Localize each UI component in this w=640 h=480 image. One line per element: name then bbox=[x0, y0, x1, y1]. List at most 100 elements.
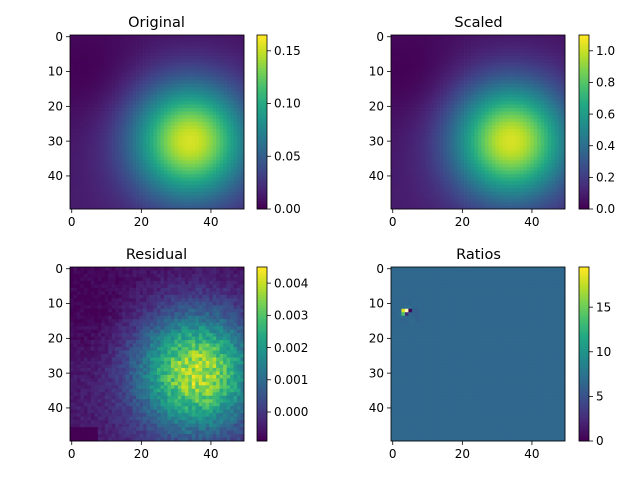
heatmap-cell bbox=[226, 80, 231, 85]
heatmap-cell bbox=[240, 48, 245, 53]
heatmap-cell bbox=[177, 149, 182, 154]
heatmap-cell bbox=[101, 202, 106, 206]
heatmap-cell bbox=[540, 118, 545, 123]
heatmap-cell bbox=[530, 149, 535, 154]
heatmap-cell bbox=[394, 149, 399, 154]
heatmap-cell bbox=[90, 191, 95, 196]
heatmap-cell bbox=[111, 146, 116, 151]
heatmap-cell bbox=[439, 62, 444, 67]
heatmap-cell bbox=[76, 128, 81, 133]
heatmap-cell bbox=[394, 174, 399, 179]
heatmap-cell bbox=[129, 87, 133, 92]
heatmap-cell bbox=[561, 135, 566, 140]
heatmap-cell bbox=[90, 76, 95, 81]
heatmap-cell bbox=[443, 181, 448, 185]
heatmap-cell bbox=[195, 139, 200, 144]
heatmap-cell bbox=[90, 177, 95, 182]
heatmap-cell bbox=[97, 195, 102, 199]
heatmap-cell bbox=[404, 125, 409, 130]
heatmap-cell bbox=[495, 163, 500, 168]
heatmap-cell bbox=[474, 146, 479, 151]
heatmap-cell bbox=[170, 142, 175, 147]
heatmap-cell bbox=[436, 66, 441, 71]
heatmap-cell bbox=[160, 174, 165, 179]
heatmap-cell bbox=[467, 108, 472, 112]
heatmap-cell bbox=[83, 108, 88, 112]
heatmap-cell bbox=[453, 191, 458, 196]
heatmap-cell bbox=[97, 132, 102, 137]
heatmap-cell bbox=[174, 45, 179, 50]
heatmap-cell bbox=[132, 202, 137, 206]
heatmap-cell bbox=[216, 41, 220, 46]
heatmap-cell bbox=[411, 111, 416, 116]
heatmap-cell bbox=[498, 125, 503, 130]
heatmap-cell bbox=[90, 41, 95, 46]
heatmap-cell bbox=[212, 125, 217, 130]
heatmap-cell bbox=[104, 167, 109, 172]
heatmap-cell bbox=[115, 48, 120, 53]
heatmap-cell bbox=[533, 160, 538, 165]
heatmap-cell bbox=[122, 62, 127, 67]
heatmap-cell bbox=[174, 163, 179, 168]
heatmap-cell bbox=[177, 76, 182, 81]
heatmap-cell bbox=[551, 45, 555, 50]
heatmap-cell bbox=[436, 195, 441, 199]
heatmap-cell bbox=[104, 181, 109, 185]
heatmap-cell bbox=[439, 87, 444, 92]
heatmap-cell bbox=[237, 104, 241, 109]
heatmap-cell bbox=[471, 62, 475, 67]
heatmap-cell bbox=[198, 41, 203, 46]
heatmap-cell bbox=[530, 118, 535, 123]
heatmap-cell bbox=[188, 104, 193, 109]
colorbar-segment bbox=[257, 59, 267, 63]
heatmap-cell bbox=[453, 41, 458, 46]
heatmap-cell bbox=[471, 38, 475, 43]
heatmap-cell bbox=[540, 156, 545, 161]
heatmap-cell bbox=[188, 90, 193, 95]
heatmap-cell bbox=[467, 48, 472, 53]
heatmap-cell bbox=[551, 35, 555, 39]
heatmap-cell bbox=[212, 146, 217, 151]
heatmap-cell bbox=[512, 115, 517, 119]
heatmap-cell bbox=[533, 125, 538, 130]
heatmap-cell bbox=[104, 66, 109, 71]
heatmap-cell bbox=[80, 111, 85, 116]
heatmap-cell bbox=[397, 97, 402, 102]
heatmap-cell bbox=[533, 167, 538, 172]
heatmap-cell bbox=[219, 195, 224, 199]
heatmap-cell bbox=[391, 108, 395, 112]
heatmap-cell bbox=[526, 139, 531, 144]
heatmap-cell bbox=[212, 167, 217, 172]
heatmap-cell bbox=[453, 177, 458, 182]
heatmap-cell bbox=[132, 80, 137, 85]
heatmap-cell bbox=[188, 153, 193, 158]
heatmap-cell bbox=[226, 90, 231, 95]
heatmap-cell bbox=[432, 101, 437, 105]
heatmap-cell bbox=[471, 104, 475, 109]
heatmap-cell bbox=[540, 52, 545, 57]
heatmap-cell bbox=[111, 135, 116, 140]
heatmap-cell bbox=[439, 111, 444, 116]
colorbar-segment bbox=[257, 64, 267, 69]
heatmap-cell bbox=[540, 45, 545, 50]
heatmap-cell bbox=[533, 132, 538, 137]
heatmap-cell bbox=[558, 181, 562, 185]
heatmap-cell bbox=[512, 66, 517, 71]
heatmap-cell bbox=[233, 87, 238, 92]
heatmap-cell bbox=[122, 108, 127, 112]
colorbar-segment bbox=[257, 203, 267, 207]
heatmap-cell bbox=[188, 111, 193, 116]
heatmap-cell bbox=[523, 195, 528, 199]
heatmap-cell bbox=[464, 108, 468, 112]
heatmap-cell bbox=[457, 35, 461, 39]
heatmap-cell bbox=[467, 132, 472, 137]
heatmap-cell bbox=[219, 118, 224, 123]
heatmap-cell bbox=[509, 153, 514, 158]
heatmap-cell bbox=[491, 125, 496, 130]
heatmap-cell bbox=[432, 80, 437, 85]
heatmap-cell bbox=[240, 45, 245, 50]
heatmap-cell bbox=[129, 153, 133, 158]
heatmap-cell bbox=[544, 146, 548, 151]
heatmap-cell bbox=[502, 55, 507, 60]
heatmap-cell bbox=[425, 69, 430, 74]
